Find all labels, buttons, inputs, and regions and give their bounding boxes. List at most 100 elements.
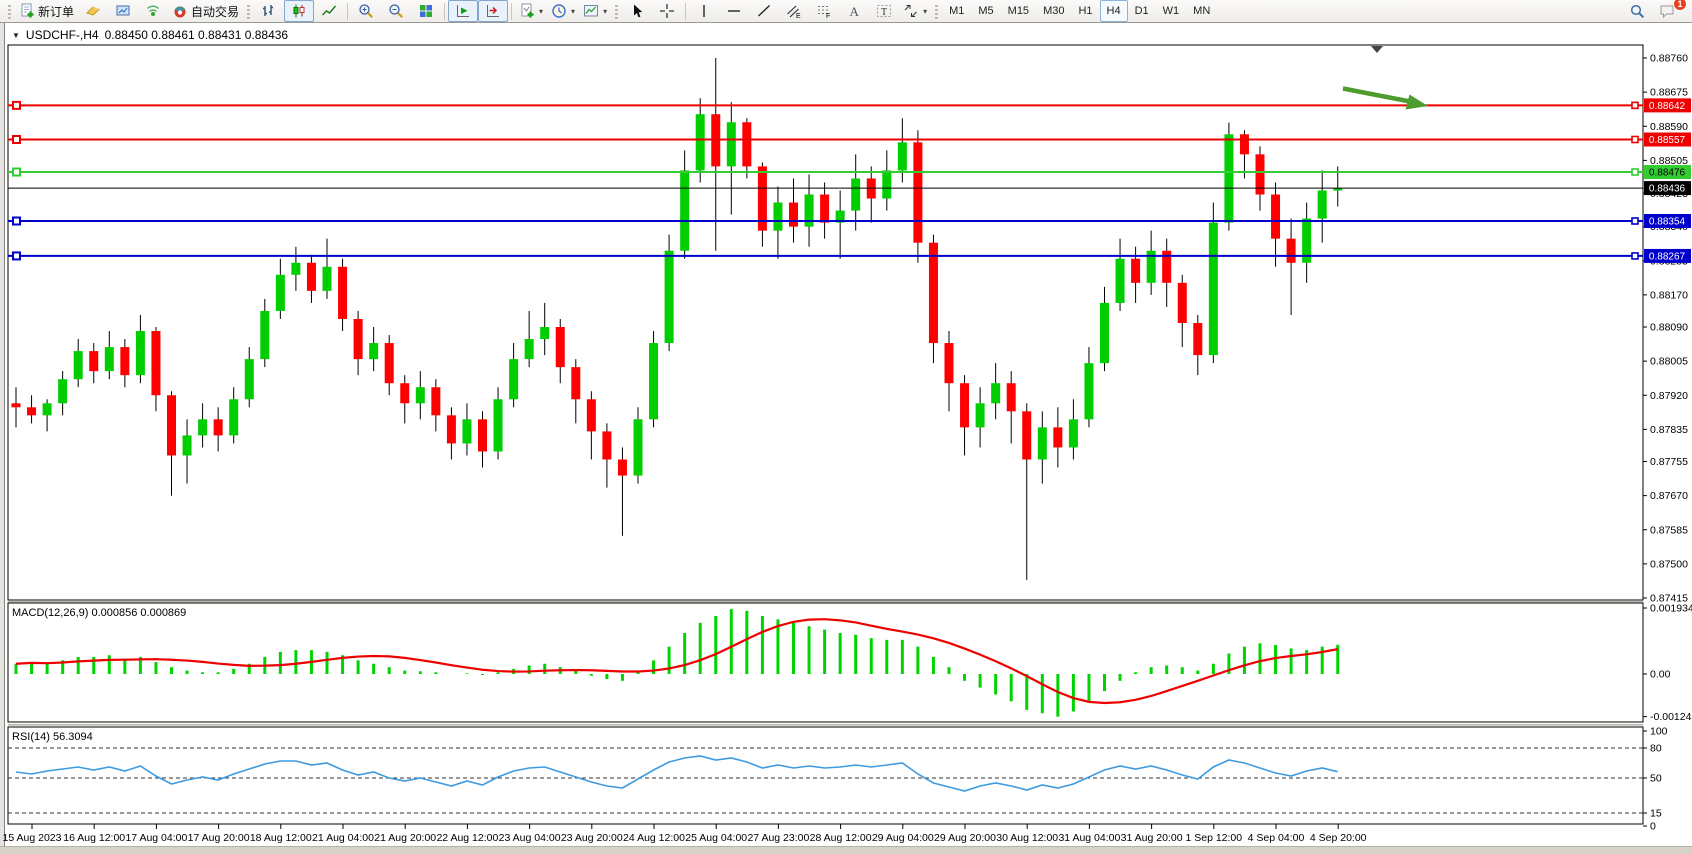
line-handle[interactable]	[1631, 101, 1639, 110]
price-line[interactable]: 0.88354	[8, 214, 1691, 229]
timeframe-m1-button[interactable]: M1	[949, 5, 965, 17]
ticket-button[interactable]	[78, 0, 108, 22]
text-label-icon: T	[876, 3, 892, 19]
toolbar-grip[interactable]	[8, 3, 11, 19]
auto-trading-label: 自动交易	[191, 4, 240, 19]
trendline-button[interactable]	[749, 0, 779, 22]
line-handle[interactable]	[12, 100, 21, 110]
svg-text:E: E	[796, 13, 801, 19]
candle-body	[928, 242, 938, 344]
crosshair-button[interactable]	[652, 0, 682, 22]
price-line[interactable]: 0.88642	[8, 98, 1691, 113]
time-tick-label: 25 Aug 04:00	[685, 832, 747, 844]
chart-shift-marker[interactable]	[1371, 46, 1383, 53]
timeframe-mn-button[interactable]: MN	[1193, 5, 1211, 17]
line-handle[interactable]	[1631, 252, 1639, 260]
cursor-button[interactable]	[622, 0, 652, 22]
zoom-in-button[interactable]	[351, 0, 381, 22]
signal-icon	[145, 3, 161, 19]
market-watch-button[interactable]	[108, 0, 138, 22]
chart-ohlc-values: 0.88450 0.88461 0.88431 0.88436	[104, 28, 289, 42]
periods-button[interactable]: ▾	[547, 0, 579, 22]
auto-scroll-icon	[455, 3, 471, 19]
candlestick-chart-button[interactable]	[284, 0, 315, 22]
arrows-button[interactable]: ▾	[899, 0, 931, 22]
fibonacci-button[interactable]: F	[809, 0, 839, 22]
indicators-button[interactable]: ▾	[515, 0, 547, 22]
timeframe-d1-button[interactable]: D1	[1134, 5, 1149, 17]
price-chart[interactable]: 0.887600.886750.885900.885050.884230.883…	[0, 23, 1692, 853]
line-chart-button[interactable]	[314, 0, 344, 22]
timeframe-m15-button[interactable]: M15	[1007, 5, 1030, 17]
time-tick-label: 16 Aug 12:00	[63, 832, 125, 844]
price-line[interactable]: 0.88267	[8, 248, 1691, 263]
candle-body	[571, 367, 581, 400]
arrow-annotation[interactable]	[1342, 86, 1428, 110]
candle-body	[446, 415, 456, 444]
candle-body	[1037, 427, 1047, 460]
search-button[interactable]	[1622, 0, 1652, 22]
rsi-tick-label: 80	[1650, 743, 1662, 755]
rsi-indicator: RSI(14) 56.3094 100 80 50 150	[8, 726, 1668, 833]
line-handle[interactable]	[12, 135, 21, 145]
equidistant-channel-button[interactable]: E	[779, 0, 809, 22]
line-handle[interactable]	[12, 216, 21, 226]
candle-body	[73, 351, 83, 380]
notifications-button[interactable]: 1	[1652, 0, 1687, 22]
auto-trading-icon	[172, 3, 188, 19]
horizontal-line-button[interactable]	[719, 0, 749, 22]
current-price-line[interactable]: 0.88436	[8, 181, 1691, 196]
candle-body	[1100, 302, 1109, 364]
candle-body	[882, 170, 892, 199]
price-tick-label: 0.88760	[1650, 53, 1688, 65]
vertical-line-button[interactable]	[689, 0, 719, 22]
zoom-out-button[interactable]	[381, 0, 411, 22]
rsi-tick-label: 0	[1650, 821, 1656, 833]
price-badge-label: 0.88436	[1649, 184, 1686, 195]
template-icon	[583, 3, 599, 19]
line-handle[interactable]	[12, 251, 21, 261]
auto-trading-button[interactable]: 自动交易	[168, 0, 243, 22]
timeframe-h4-button[interactable]: H4	[1099, 0, 1128, 22]
timeframe-h1-button[interactable]: H1	[1078, 5, 1093, 17]
panel-splitter[interactable]	[8, 601, 1643, 603]
panel-splitter[interactable]	[8, 724, 1643, 726]
chart-shift-button[interactable]	[478, 0, 509, 22]
candle-body	[944, 343, 954, 384]
time-tick-label: 21 Aug 20:00	[374, 832, 436, 844]
chart-header[interactable]: ▼ USDCHF-,H4 0.88450 0.88461 0.88431 0.8…	[12, 28, 288, 42]
macd-signal-line	[15, 618, 1338, 705]
candle-body	[229, 399, 239, 436]
status-strip	[0, 846, 1692, 854]
text-label-button[interactable]: T	[869, 0, 899, 22]
line-handle[interactable]	[1631, 168, 1639, 176]
candle-body	[680, 170, 690, 251]
auto-scroll-button[interactable]	[448, 0, 479, 22]
svg-text:F: F	[826, 13, 830, 19]
price-line[interactable]: 0.88557	[8, 132, 1691, 147]
text-button[interactable]: A	[839, 0, 869, 22]
new-order-button[interactable]: 新订单	[15, 0, 78, 22]
price-tick-label: 0.87585	[1650, 524, 1688, 536]
line-handle[interactable]	[1631, 135, 1639, 144]
toolbar-grip[interactable]	[615, 3, 619, 19]
toolbar-grip[interactable]	[247, 3, 251, 19]
tile-windows-button[interactable]	[411, 0, 441, 22]
bar-chart-button[interactable]	[254, 0, 284, 22]
time-tick-label: 24 Aug 12:00	[623, 832, 685, 844]
line-handle[interactable]	[1631, 217, 1639, 225]
timeframe-m30-button[interactable]: M30	[1043, 5, 1065, 17]
chevron-down-icon: ▾	[923, 6, 928, 16]
templates-button[interactable]: ▾	[579, 0, 611, 22]
candle-body	[602, 431, 612, 460]
line-handle[interactable]	[12, 167, 21, 177]
new-order-label: 新订单	[38, 4, 75, 19]
price-badge-label: 0.88354	[1649, 217, 1686, 228]
toolbar-grip[interactable]	[935, 3, 939, 19]
candle-body	[1053, 427, 1063, 448]
candle-body	[1224, 134, 1234, 223]
signals-button[interactable]	[138, 0, 168, 22]
timeframe-w1-button[interactable]: W1	[1162, 5, 1180, 17]
timeframe-m5-button[interactable]: M5	[978, 5, 994, 17]
price-line[interactable]: 0.88476	[8, 165, 1691, 180]
